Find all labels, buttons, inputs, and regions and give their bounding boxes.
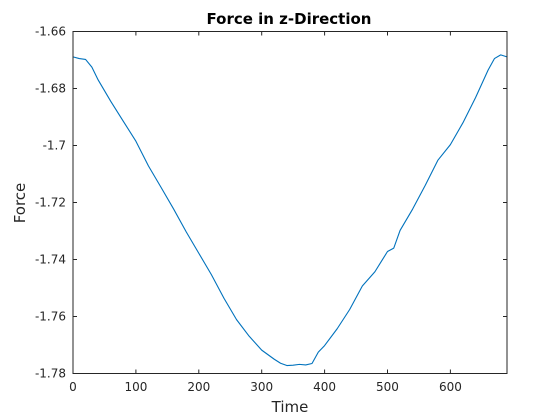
y-tick-label: -1.72 xyxy=(35,196,66,210)
plot-area xyxy=(73,31,507,374)
x-tick-label: 400 xyxy=(313,380,336,394)
x-tick-label: 300 xyxy=(250,380,273,394)
x-tick-label: 0 xyxy=(69,380,77,394)
y-tick-label: -1.7 xyxy=(43,139,66,153)
y-tick-label: -1.74 xyxy=(35,253,66,267)
y-tick-label: -1.66 xyxy=(35,25,66,39)
y-tick-label: -1.76 xyxy=(35,310,66,324)
x-axis-label: Time xyxy=(271,398,309,416)
x-tick-label: 500 xyxy=(376,380,399,394)
series-line xyxy=(72,54,508,367)
y-tick-label: -1.78 xyxy=(35,367,66,381)
y-tick-label: -1.68 xyxy=(35,82,66,96)
x-tick-label: 200 xyxy=(187,380,210,394)
chart-title: Force in z-Direction xyxy=(207,10,372,28)
y-axis-label: Force xyxy=(11,183,29,224)
x-tick-label: 100 xyxy=(124,380,147,394)
x-tick-label: 600 xyxy=(439,380,462,394)
